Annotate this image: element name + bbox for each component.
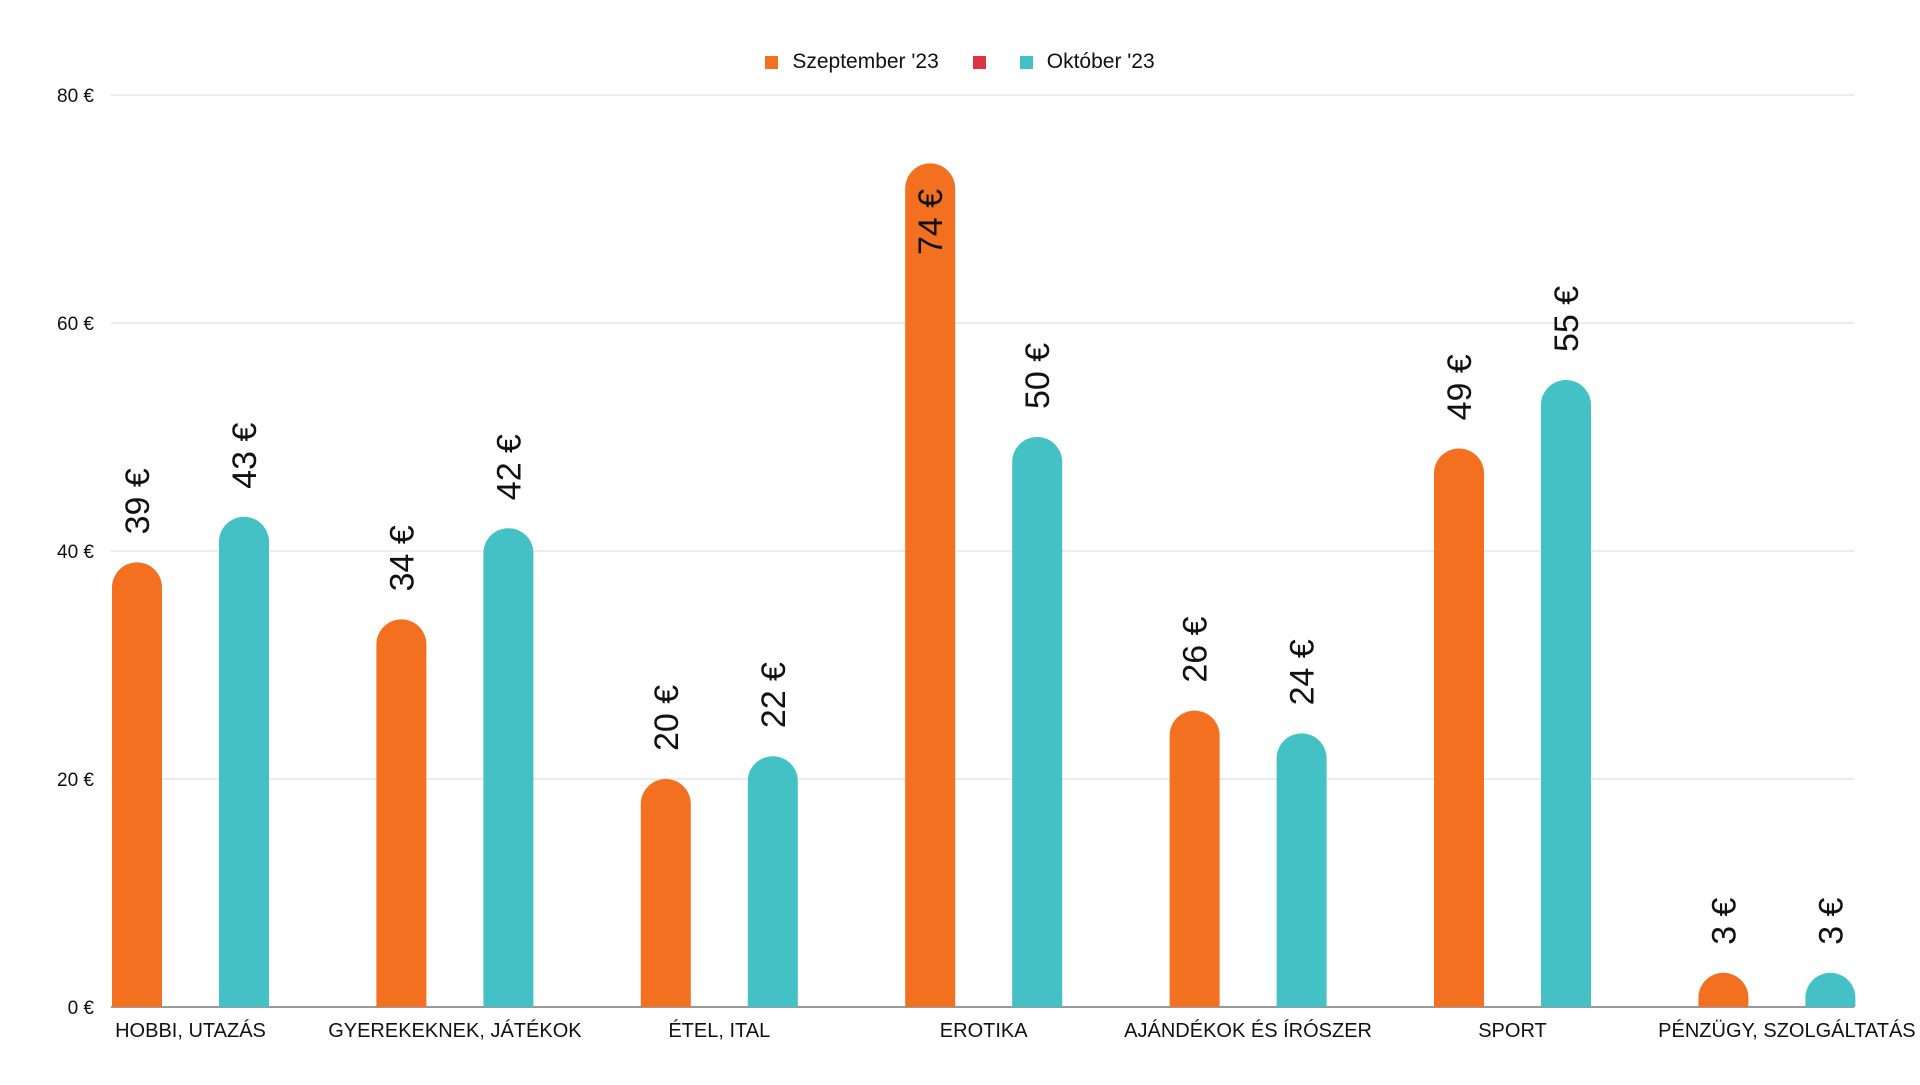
data-label: 74 €	[912, 189, 950, 255]
y-tick-label: 0 €	[68, 998, 95, 1019]
category-label: AJÁNDÉKOK ÉS ÍRÓSZER	[1124, 1019, 1372, 1042]
category-label: EROTIKA	[940, 1020, 1028, 1042]
y-tick-label: 40 €	[57, 542, 94, 563]
category-label: PÉNZÜGY, SZOLGÁLTATÁS	[1658, 1019, 1915, 1042]
data-label: 20 €	[648, 685, 686, 751]
bar	[747, 756, 798, 1007]
y-tick-label: 80 €	[57, 86, 94, 107]
legend: Szeptember '23 Október '23	[0, 50, 1920, 74]
bar	[640, 779, 691, 1007]
data-label: 43 €	[226, 423, 264, 489]
y-tick-label: 60 €	[57, 314, 94, 335]
bar	[1276, 733, 1327, 1007]
bar	[112, 562, 162, 1007]
legend-item[interactable]	[972, 50, 986, 74]
category-label: GYEREKEKNEK, JÁTÉKOK	[328, 1019, 582, 1042]
data-label: 34 €	[383, 525, 421, 591]
data-label: 3 €	[1812, 897, 1850, 944]
legend-item[interactable]: Október '23	[1019, 50, 1155, 74]
bar	[1169, 710, 1220, 1007]
legend-swatch	[1019, 55, 1033, 69]
legend-label: Szeptember '23	[792, 50, 939, 73]
bar	[1698, 972, 1749, 1007]
legend-label: Október '23	[1046, 50, 1155, 73]
data-label: 49 €	[1441, 354, 1479, 420]
data-label: 55 €	[1548, 286, 1586, 352]
data-label: 42 €	[490, 434, 528, 500]
category-label: SPORT	[1478, 1020, 1547, 1042]
bar	[1805, 972, 1856, 1007]
bar	[219, 516, 269, 1007]
legend-swatch	[765, 55, 779, 69]
bar	[1012, 437, 1063, 1007]
data-label: 39 €	[119, 468, 157, 534]
data-label: 26 €	[1177, 616, 1215, 682]
data-label: 50 €	[1019, 343, 1057, 409]
data-label: 24 €	[1284, 639, 1322, 705]
bar	[905, 163, 956, 1007]
bar	[1434, 448, 1484, 1007]
data-label: 22 €	[755, 662, 793, 728]
legend-swatch	[972, 55, 986, 69]
bar	[483, 528, 534, 1007]
category-label: HOBBI, UTAZÁS	[115, 1019, 266, 1042]
legend-item[interactable]: Szeptember '23	[765, 50, 939, 74]
y-tick-label: 20 €	[57, 770, 94, 791]
data-label: 3 €	[1705, 897, 1743, 944]
category-label: ÉTEL, ITAL	[668, 1019, 770, 1042]
bar	[376, 619, 427, 1007]
bar	[1541, 380, 1591, 1007]
